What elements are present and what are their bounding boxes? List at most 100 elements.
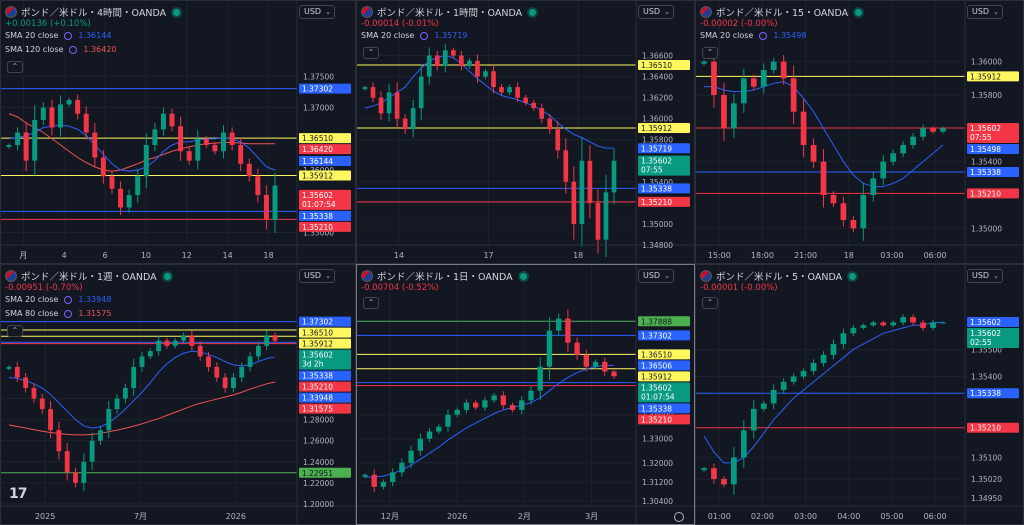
chart-pane-15m[interactable]: 1.36000 1.35800 1.35400 1.35000 15:00 18:00 21… (695, 0, 1024, 264)
candle-body (770, 61, 777, 70)
collapse-legend-button[interactable]: ⌃ (702, 297, 718, 309)
y-tick-label: 1.35400 (971, 372, 1002, 381)
collapse-legend-button[interactable]: ⌃ (363, 47, 379, 59)
price-chart: 1.300001.280001.260001.240001.220001.200… (1, 265, 355, 524)
candle-body (790, 376, 797, 382)
candle-body (239, 366, 245, 378)
x-tick-label: 10 (141, 251, 151, 260)
price-label-text: 1.35210 (641, 198, 672, 207)
collapse-legend-button[interactable]: ⌃ (7, 61, 23, 73)
candle-body (98, 430, 103, 441)
indicator-settings-icon (64, 309, 73, 318)
collapse-legend-button[interactable]: ⌃ (702, 47, 718, 59)
currency-select[interactable]: USD ⌄ (967, 269, 1003, 283)
price-label-badge (299, 144, 351, 155)
price-chart: 1.35500 1.35400 1.35100 1.35020 1.34950 01:00… (696, 265, 1023, 524)
candle-body (122, 388, 128, 399)
y-tick-label: 1.35100 (971, 453, 1002, 462)
chart-pane-1w[interactable]: 1.300001.280001.260001.240001.220001.200… (0, 264, 356, 525)
candle-body (519, 400, 525, 410)
chart-pane-1d[interactable]: 1.340001.330001.320001.312001.3040012月20… (356, 264, 695, 525)
countdown-text: 07:55 (970, 133, 992, 142)
currency-select[interactable]: USD ⌄ (299, 269, 335, 283)
chart-pane-1h[interactable]: 1.36600 1.36400 1.36200 1.36000 1.35800 1.354… (356, 0, 695, 264)
collapse-legend-button[interactable]: ⌃ (363, 297, 379, 309)
x-tick-label: 7月 (134, 512, 147, 521)
candle-body (178, 126, 184, 152)
candle-body (467, 60, 472, 67)
candle-body (800, 111, 807, 145)
candle-body (531, 102, 537, 109)
candle-body (507, 87, 512, 93)
indicator-legend[interactable]: SMA 20 close 1.36144 (5, 31, 111, 40)
candle-body (160, 113, 166, 130)
currency-select[interactable]: USD ⌄ (638, 269, 674, 283)
chart-title-bar[interactable]: ポンド／米ドル・1時間・OANDA (361, 5, 537, 19)
indicator-legend[interactable]: SMA 20 close 1.35498 (700, 31, 806, 40)
currency-select[interactable]: USD ⌄ (967, 5, 1003, 19)
candle-body (571, 181, 577, 224)
candle-body (611, 371, 617, 377)
candle-body (434, 55, 440, 67)
chart-title-bar[interactable]: ポンド／米ドル・1日・OANDA (361, 269, 527, 283)
price-label-badge (638, 330, 690, 341)
candle-body (740, 78, 747, 104)
candle-body (23, 377, 29, 389)
price-label-badge (967, 327, 1019, 348)
indicator-legend[interactable]: SMA 20 close 1.33948 (5, 295, 111, 304)
x-tick-label: 4 (62, 251, 67, 260)
candle-body (399, 462, 405, 473)
sma-fast-line (8, 350, 276, 429)
candle-body (189, 335, 195, 346)
y-tick-label: 1.35000 (642, 220, 673, 229)
price-label-badge (967, 316, 1019, 327)
candle-body (547, 118, 553, 130)
indicator-legend[interactable]: SMA 80 close 1.31575 (5, 309, 111, 318)
currency-select[interactable]: USD ⌄ (638, 5, 674, 19)
candle-body (92, 132, 98, 158)
candle-body (770, 389, 777, 404)
price-label-text: 1.35338 (302, 372, 333, 381)
price-label-text: 1.35210 (970, 424, 1001, 433)
chart-pane-5m[interactable]: 1.35500 1.35400 1.35100 1.35020 1.34950 01:00… (695, 264, 1024, 525)
candle-body (880, 322, 887, 326)
price-label-text: 1.37302 (641, 331, 672, 340)
candle-body (910, 317, 916, 323)
sma-slow-line (8, 113, 275, 172)
x-tick-label: 04:00 (837, 512, 860, 521)
indicator-value: 1.36420 (83, 45, 117, 54)
price-label-text: 1.36144 (302, 157, 333, 166)
price-label-text: 1.35602 (970, 329, 1001, 338)
candle-body (860, 195, 867, 229)
indicator-legend[interactable]: SMA 20 close 1.35719 (361, 31, 467, 40)
chart-pane-4h[interactable]: 1.375001.370001.360001.35000月46101214181… (0, 0, 356, 264)
candle-body (830, 344, 837, 355)
price-label-text: 1.35602 (641, 383, 672, 392)
candle-body (23, 132, 29, 161)
chart-title-bar[interactable]: ポンド／米ドル・15・OANDA (700, 5, 863, 19)
candle-body (64, 451, 70, 473)
y-tick-label: 1.20000 (303, 500, 334, 509)
candle-body (394, 92, 400, 119)
currency-select[interactable]: USD ⌄ (299, 5, 335, 19)
x-tick-label: 15:00 (708, 251, 731, 260)
y-tick-label: 1.36600 (642, 52, 673, 61)
x-tick-label: 03:00 (880, 251, 903, 260)
chart-title-bar[interactable]: ポンド／米ドル・5・OANDA (700, 269, 857, 283)
chart-title-bar[interactable]: ポンド／米ドル・4時間・OANDA (5, 5, 181, 19)
price-label-text: 1.36510 (302, 329, 333, 338)
candle-body (711, 61, 717, 95)
x-tick-label: 01:00 (708, 512, 731, 521)
price-label-text: 1.35719 (641, 144, 672, 153)
candle-body (73, 472, 78, 483)
candle-body (910, 136, 916, 145)
price-change: -0.00002 (-0.00%) (700, 19, 778, 29)
candle-body (890, 153, 897, 162)
chart-title-bar[interactable]: ポンド／米ドル・1週・OANDA (5, 269, 171, 283)
settings-gear-icon[interactable] (674, 512, 684, 522)
indicator-legend[interactable]: SMA 120 close 1.36420 (5, 45, 117, 54)
candle-body (850, 220, 857, 229)
candle-body (800, 371, 807, 377)
collapse-legend-button[interactable]: ⌃ (7, 325, 23, 337)
candle-body (840, 333, 847, 345)
